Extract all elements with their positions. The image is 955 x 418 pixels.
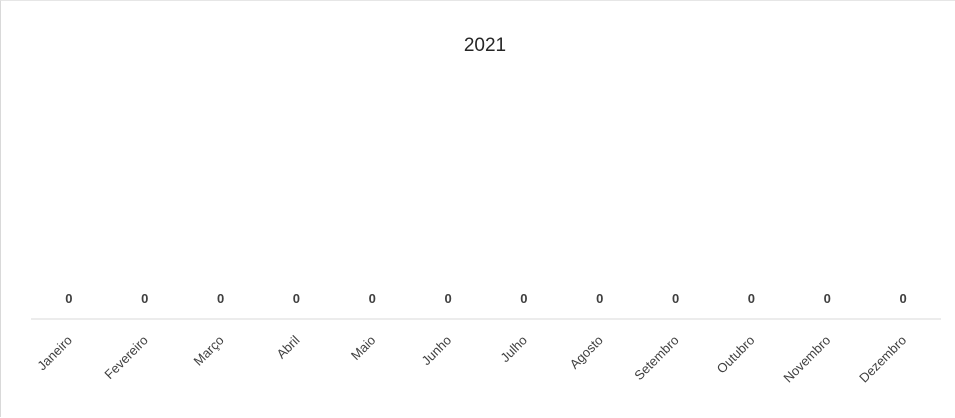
tick-label-abril: Abril bbox=[274, 332, 303, 361]
data-label-abril: 0 bbox=[293, 291, 300, 306]
tick-label-maio: Maio bbox=[348, 333, 379, 364]
data-label-dezembro: 0 bbox=[899, 291, 906, 306]
tick-label-agosto: Agosto bbox=[567, 333, 606, 372]
tick-label-novembro: Novembro bbox=[780, 333, 833, 386]
data-labels: 0 0 0 0 0 0 0 0 0 0 0 0 bbox=[65, 291, 906, 306]
tick-label-junho: Junho bbox=[419, 333, 455, 369]
data-label-julho: 0 bbox=[520, 291, 527, 306]
chart-title: 2021 bbox=[464, 35, 506, 56]
data-label-novembro: 0 bbox=[824, 291, 831, 306]
data-label-fevereiro: 0 bbox=[141, 291, 148, 306]
data-label-setembro: 0 bbox=[672, 291, 679, 306]
tick-label-outubro: Outubro bbox=[714, 333, 758, 377]
tick-label-setembro: Setembro bbox=[631, 333, 681, 383]
data-label-maio: 0 bbox=[369, 291, 376, 306]
tick-label-março: Março bbox=[191, 333, 227, 369]
tick-label-julho: Julho bbox=[497, 333, 530, 366]
data-label-janeiro: 0 bbox=[65, 291, 72, 306]
data-label-agosto: 0 bbox=[596, 291, 603, 306]
tick-label-dezembro: Dezembro bbox=[856, 333, 909, 386]
x-axis-tick-labels: Janeiro Fevereiro Março Abril Maio Junho Julho… bbox=[34, 332, 909, 385]
tick-label-janeiro: Janeiro bbox=[34, 333, 75, 374]
data-label-junho: 0 bbox=[444, 291, 451, 306]
data-label-março: 0 bbox=[217, 291, 224, 306]
data-label-outubro: 0 bbox=[748, 291, 755, 306]
tick-label-fevereiro: Fevereiro bbox=[101, 333, 150, 382]
